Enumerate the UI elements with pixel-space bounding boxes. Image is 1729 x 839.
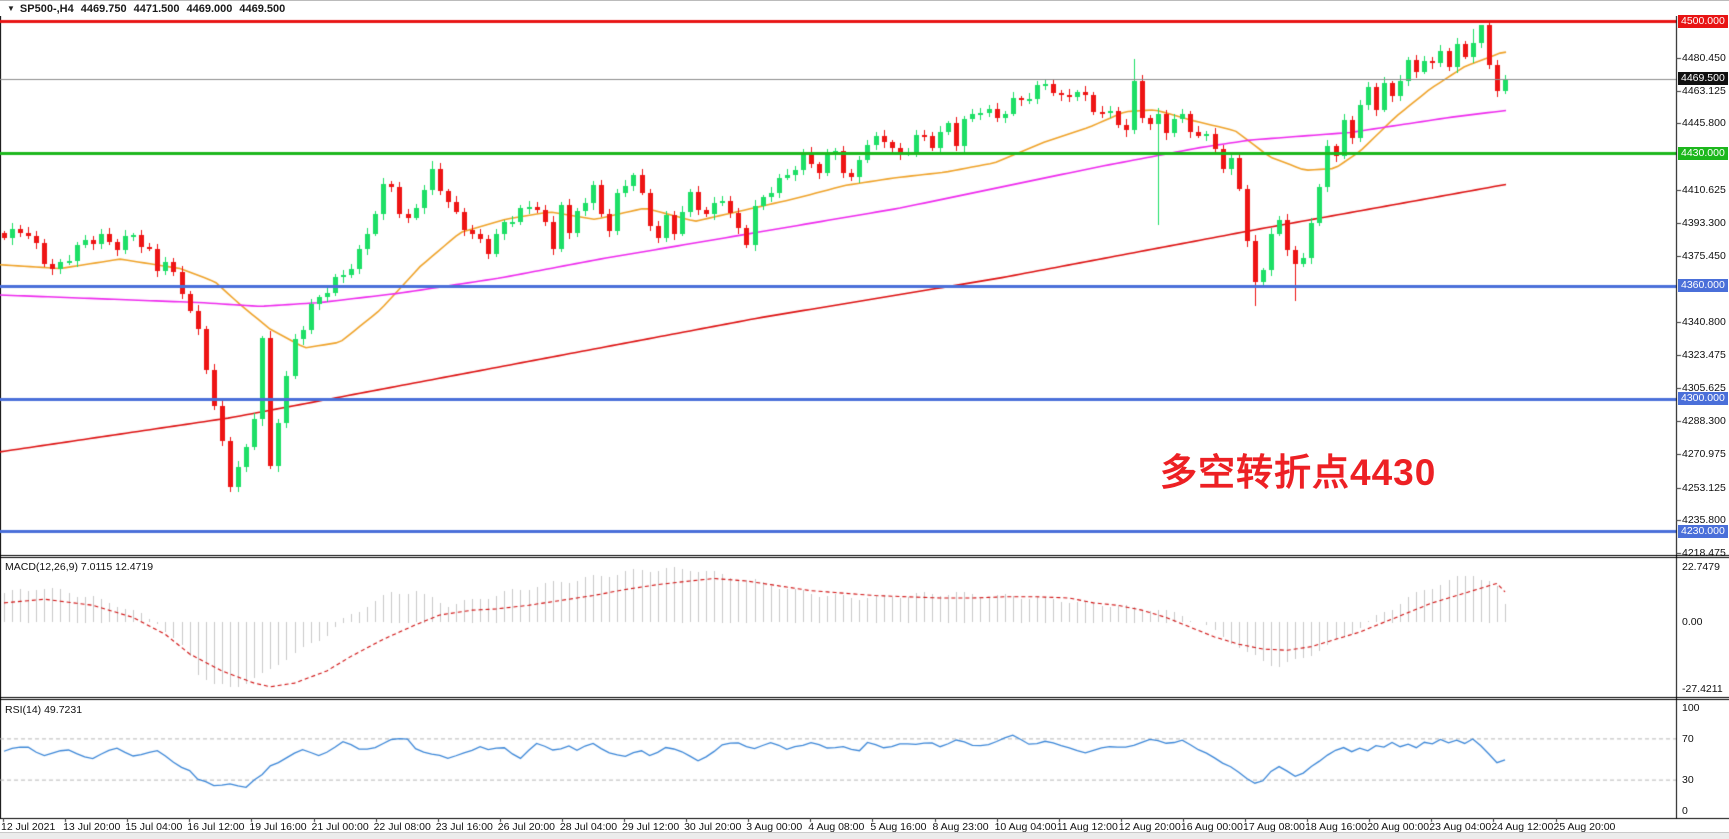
time-axis-label: 11 Aug 12:00 <box>1056 821 1118 833</box>
rsi-axis-label: 30 <box>1682 774 1694 787</box>
price-tick-label: 4445.800 <box>1682 117 1726 130</box>
time-axis-label: 25 Aug 20:00 <box>1553 821 1616 833</box>
time-axis-label: 3 Aug 00:00 <box>746 821 803 833</box>
hline-price-box: 4300.000 <box>1678 392 1728 406</box>
macd-axis-label: 22.7479 <box>1682 561 1720 573</box>
bottom-strip <box>0 832 1729 839</box>
price-tick-label: 4410.625 <box>1682 183 1726 196</box>
time-axis-label: 20 Aug 00:00 <box>1367 821 1430 833</box>
hline-price-box: 4500.000 <box>1678 14 1728 28</box>
price-tick-label: 4375.450 <box>1682 250 1726 263</box>
price-tick-label: 4480.450 <box>1682 51 1726 64</box>
ohlc-high: 4471.500 <box>133 2 180 15</box>
hline-price-box: 4469.500 <box>1678 72 1728 86</box>
price-tick-label: 4253.125 <box>1682 481 1726 494</box>
price-tick-label: 4218.475 <box>1682 547 1726 559</box>
price-tick-label: 4305.625 <box>1682 382 1726 395</box>
chart-text-annotation: 多空转折点4430 <box>1160 452 1437 493</box>
time-axis-label: 19 Jul 16:00 <box>249 821 307 833</box>
time-axis-label: 12 Aug 20:00 <box>1118 821 1181 833</box>
price-tick-label: 4393.300 <box>1682 216 1726 229</box>
macd-axis-label: 0.00 <box>1682 616 1703 629</box>
time-axis-label: 10 Aug 04:00 <box>994 821 1057 833</box>
hline-price-box: 4360.000 <box>1678 279 1728 293</box>
ohlc-low: 4469.000 <box>186 2 233 15</box>
time-axis-label: 24 Aug 12:00 <box>1491 821 1554 833</box>
time-axis-label: 16 Jul 12:00 <box>187 821 245 833</box>
macd-axis-label: -27.4211 <box>1682 683 1723 695</box>
rsi-axis-label: 100 <box>1682 702 1700 714</box>
symbol-dropdown-icon[interactable]: ▼ <box>7 4 15 13</box>
time-axis-label: 15 Jul 04:00 <box>125 821 183 833</box>
time-axis-label: 17 Aug 08:00 <box>1243 821 1305 833</box>
time-axis-label: 22 Jul 08:00 <box>373 821 431 833</box>
time-axis-label: 12 Jul 2021 <box>1 821 56 833</box>
price-tick-label: 4323.475 <box>1682 348 1726 361</box>
symbol-timeframe: SP500-,H4 <box>19 2 74 15</box>
time-axis-label: 16 Aug 00:00 <box>1180 821 1243 833</box>
price-tick-label: 4235.800 <box>1682 514 1726 527</box>
rsi-axis-label: 70 <box>1682 732 1694 745</box>
time-axis-label: 23 Jul 16:00 <box>435 821 493 833</box>
time-axis-label: 5 Aug 16:00 <box>870 821 927 833</box>
price-tick-label: 4270.975 <box>1682 447 1726 460</box>
hline-price-box: 4230.000 <box>1678 524 1728 538</box>
chart-header: ▼ SP500-,H4 4469.750 4471.500 4469.000 4… <box>0 1 1729 16</box>
price-tick-label: 4463.125 <box>1682 84 1726 97</box>
time-axis-label: 30 Jul 20:00 <box>684 821 742 833</box>
price-tick-label: 4288.300 <box>1682 415 1726 428</box>
time-axis-label: 18 Aug 16:00 <box>1305 821 1367 833</box>
time-axis-label: 8 Aug 23:00 <box>932 821 989 833</box>
rsi-indicator-label: RSI(14) 49.7231 <box>5 704 83 716</box>
time-axis-label: 26 Jul 20:00 <box>497 821 556 833</box>
macd-indicator-label: MACD(12,26,9) 7.0115 12.4719 <box>5 561 154 573</box>
time-axis-label: 4 Aug 08:00 <box>808 821 865 833</box>
time-axis-label: 29 Jul 12:00 <box>622 821 680 833</box>
price-tick-label: 4340.800 <box>1682 315 1726 328</box>
ohlc-open: 4469.750 <box>80 2 127 15</box>
time-axis-label: 28 Jul 04:00 <box>559 821 618 833</box>
time-axis-label: 21 Jul 00:00 <box>311 821 369 833</box>
hline-price-box: 4430.000 <box>1678 146 1728 160</box>
time-axis-label: 23 Aug 04:00 <box>1429 821 1492 833</box>
rsi-axis-label: 0 <box>1682 805 1688 817</box>
ohlc-close: 4469.500 <box>239 2 286 15</box>
time-axis-label: 13 Jul 20:00 <box>63 821 121 833</box>
